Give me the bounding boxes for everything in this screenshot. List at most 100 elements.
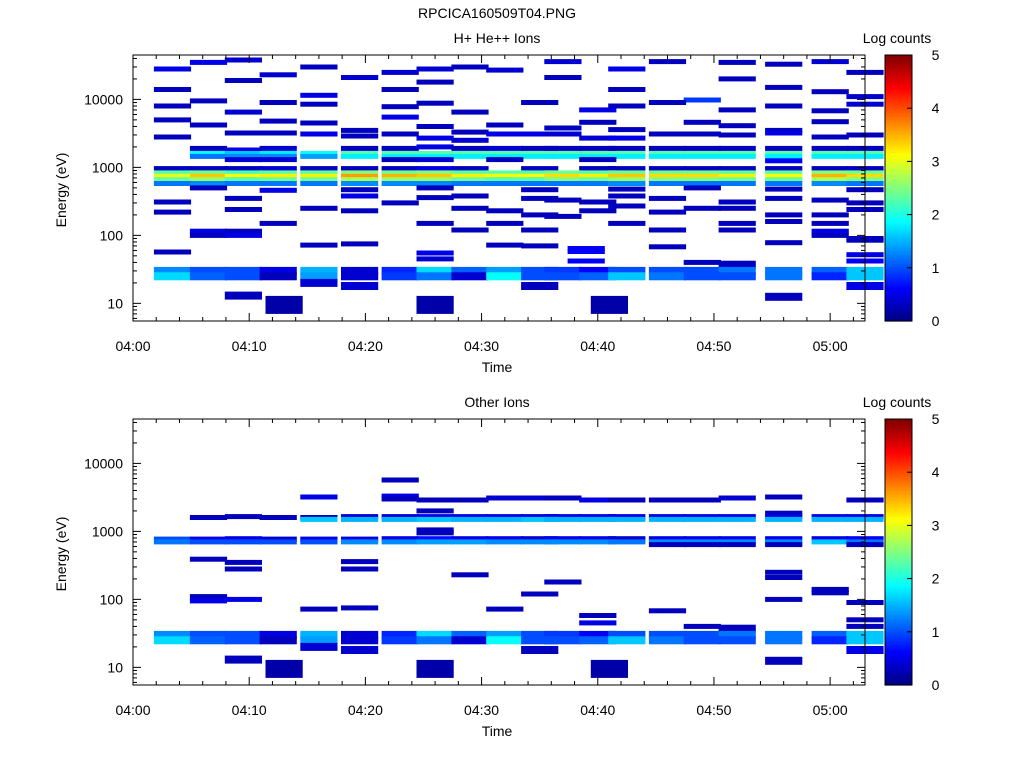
heatmap-cell (381, 539, 419, 545)
heatmap-cell (224, 630, 262, 639)
heatmap-cell (451, 497, 489, 503)
heatmap-cell (683, 272, 721, 281)
heatmap-cell (451, 636, 489, 645)
colorbar-segment (885, 55, 912, 58)
heatmap-cell (648, 166, 687, 172)
heatmap-cell (486, 606, 524, 612)
heatmap-cell (416, 266, 454, 275)
heatmap-cell (521, 495, 559, 501)
colorbar-segment (885, 267, 912, 271)
colorbar-segment (885, 207, 912, 211)
heatmap-cell (521, 195, 559, 201)
colorbar-segment (885, 305, 912, 309)
colorbar-segment (885, 516, 912, 520)
colorbar-segment (885, 63, 912, 67)
heatmap-cell (416, 220, 454, 226)
heatmap-cell (451, 516, 489, 522)
heatmap-cell (811, 153, 849, 159)
heatmap-cell (608, 177, 646, 183)
heatmap-cell (381, 151, 419, 156)
colorbar-segment (885, 270, 912, 273)
colorbar-segment (885, 438, 912, 442)
colorbar-tick-label: 2 (932, 207, 940, 223)
heatmap-cell (544, 125, 582, 131)
heatmap-cell (381, 272, 419, 281)
panel-other-ions: Other Ions Log counts Time Energy (eV) 1… (53, 394, 940, 739)
heatmap-cell (765, 272, 803, 281)
colorbar-segment (885, 567, 912, 571)
heatmap-cell (811, 272, 849, 281)
colorbar-segment (885, 421, 912, 425)
colorbar-segment (885, 523, 912, 526)
heatmap-cell (521, 266, 559, 275)
colorbar-label: Log counts (863, 30, 932, 46)
heatmap-cell (608, 170, 646, 176)
colorbar-segment (885, 241, 912, 245)
heatmap-cell (259, 130, 297, 136)
colorbar-segment (885, 236, 912, 240)
colorbar-segment (885, 303, 912, 307)
colorbar-segment (885, 232, 912, 236)
colorbar-segment (885, 256, 912, 260)
heatmap-cell (381, 166, 419, 172)
heatmap-cell (648, 181, 687, 186)
heatmap-cell (544, 516, 582, 522)
heatmap-cell (189, 170, 228, 176)
heatmap-cell (683, 166, 721, 172)
heatmap-cell (224, 157, 262, 163)
heatmap-cell (765, 177, 803, 183)
heatmap-cell (341, 536, 379, 542)
heatmap-cell (683, 181, 721, 186)
heatmap-cell (648, 272, 687, 281)
colorbar-segment (885, 585, 912, 589)
colorbar-segment (885, 507, 912, 511)
heatmap-cell (416, 250, 454, 256)
colorbar-segment (885, 611, 912, 615)
heatmap-cell (608, 186, 646, 192)
y-tick-label: 10 (107, 659, 123, 675)
heatmap-cell (224, 170, 262, 176)
colorbar-segment (885, 622, 912, 626)
heatmap-cell (718, 166, 756, 172)
colorbar-tick-label: 4 (932, 100, 940, 116)
heatmap-cell (300, 272, 338, 281)
heatmap-cell (189, 166, 228, 172)
colorbar-segment (885, 234, 912, 238)
heatmap-cell (259, 170, 297, 176)
heatmap-cell (416, 636, 454, 645)
heatmap-cell (811, 170, 849, 176)
colorbar-segment (885, 72, 912, 76)
heatmap-cell (189, 594, 228, 600)
heatmap-cell (521, 131, 559, 137)
heatmap-cell (579, 516, 617, 522)
heatmap-cell (224, 195, 262, 201)
heatmap-cell (224, 57, 262, 63)
colorbar-segment (885, 430, 912, 433)
heatmap-cell (811, 586, 849, 592)
colorbar-segment (885, 261, 912, 264)
heatmap-cell (718, 132, 756, 138)
colorbar-segment (885, 108, 912, 112)
heatmap-cell (341, 151, 379, 156)
colorbar-segment (885, 114, 912, 118)
heatmap-cell (579, 153, 617, 159)
heatmap-cell (153, 134, 192, 140)
colorbar-segment (885, 419, 912, 422)
heatmap-cell (648, 227, 687, 233)
heatmap-cell (579, 166, 617, 172)
heatmap-cell (224, 173, 262, 179)
heatmap-cell (451, 153, 489, 159)
heatmap-cell (648, 173, 687, 179)
heatmap-cell (608, 87, 646, 92)
heatmap-cell (718, 153, 756, 159)
heatmap-cell (416, 536, 454, 542)
heatmap-cell (765, 656, 803, 665)
heatmap-cell (608, 630, 646, 639)
heatmap-cell (683, 623, 721, 629)
heatmap-cell (341, 208, 379, 214)
heatmap-cell (265, 295, 303, 314)
heatmap-cell (521, 514, 559, 520)
heatmap-cell (416, 516, 454, 522)
heatmap-cell (486, 131, 524, 137)
colorbar-segment (885, 682, 912, 686)
